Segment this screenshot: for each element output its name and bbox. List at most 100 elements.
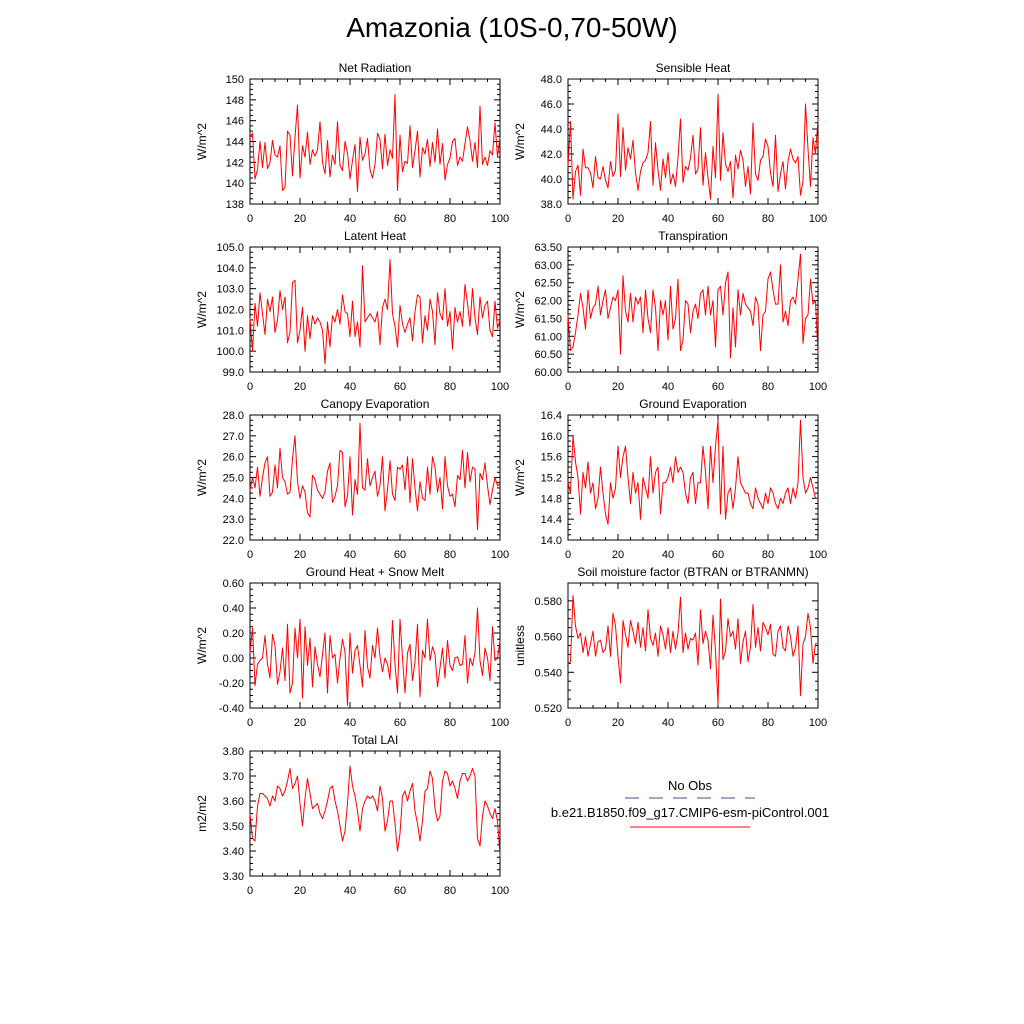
y-tick-label: 0.520 (534, 703, 562, 715)
y-tick-label: 105.0 (216, 242, 244, 254)
series-line-1 (567, 595, 818, 705)
y-tick-label: 103.0 (216, 284, 244, 296)
y-tick-label: 3.60 (223, 796, 244, 808)
y-tick-label: 28.0 (223, 410, 244, 422)
y-tick-label: 142 (226, 157, 244, 169)
y-tick-label: 24.0 (223, 493, 244, 505)
x-tick-label: 40 (662, 717, 674, 729)
legend-obs-swatch (625, 797, 755, 799)
x-tick-label: 40 (344, 885, 356, 897)
panel-frame (249, 750, 501, 877)
x-tick-label: 20 (294, 381, 306, 393)
panel-title: Canopy Evaporation (321, 397, 430, 411)
y-tick-label: 148 (226, 95, 244, 107)
y-tick-label: 0.20 (223, 628, 244, 640)
panel-1: Net Radiation W/m^2 0 20 40 60 80 100 138 140 142 1… (195, 61, 509, 225)
y-axis-label: W/m^2 (195, 459, 209, 496)
y-tick-label: 27.0 (223, 431, 244, 443)
series-line-1 (249, 259, 501, 365)
x-tick-label: 0 (247, 381, 253, 393)
panel-3: Latent Heat W/m^2 0 20 40 60 80 100 99.0 100.0 101… (195, 229, 509, 393)
y-axis-label: W/m^2 (513, 123, 527, 160)
x-tick-label: 0 (247, 885, 253, 897)
y-axis-label: W/m^2 (513, 291, 527, 328)
panel-title: Sensible Heat (656, 61, 731, 75)
x-tick-label: 20 (294, 717, 306, 729)
y-tick-label: 16.4 (541, 410, 562, 422)
x-tick-label: 40 (344, 717, 356, 729)
y-tick-label: 102.0 (216, 305, 244, 317)
y-tick-label: 0.560 (534, 632, 562, 644)
x-tick-label: 80 (444, 885, 456, 897)
series-line-1 (567, 253, 819, 359)
panel-5: Canopy Evaporation W/m^2 0 20 40 60 80 100 22.0 2… (195, 397, 509, 561)
legend-obs-label: No Obs (667, 778, 713, 793)
legend: No Obs b.e21.B1850.f09_g17.CMIP6-esm-piC… (520, 778, 860, 830)
y-tick-label: 14.4 (541, 514, 562, 526)
x-tick-label: 20 (294, 213, 306, 225)
panel-6: Ground Evaporation W/m^2 0 20 40 60 80 100 14.0 1… (513, 397, 827, 561)
y-tick-label: 3.50 (223, 821, 244, 833)
x-tick-label: 80 (444, 213, 456, 225)
y-tick-label: 16.0 (541, 431, 562, 443)
y-tick-label: 61.00 (534, 331, 562, 343)
y-tick-label: 0.60 (223, 578, 244, 590)
x-tick-label: 60 (394, 549, 406, 561)
x-tick-label: 0 (247, 213, 253, 225)
y-tick-label: -0.20 (219, 678, 244, 690)
x-tick-label: 80 (444, 717, 456, 729)
x-tick-label: 80 (444, 549, 456, 561)
y-tick-label: 140 (226, 178, 244, 190)
y-tick-label: 0.580 (534, 596, 562, 608)
x-tick-label: 100 (809, 717, 827, 729)
y-tick-label: 138 (226, 199, 244, 211)
y-tick-label: 62.00 (534, 296, 562, 308)
series-line-1 (249, 422, 501, 531)
y-tick-label: 22.0 (223, 535, 244, 547)
x-tick-label: 40 (662, 381, 674, 393)
page-title: Amazonia (10S-0,70-50W) (346, 12, 678, 43)
y-tick-label: 26.0 (223, 452, 244, 464)
panel-title: Latent Heat (344, 229, 407, 243)
series-line-1 (567, 93, 819, 200)
panel-title: Transpiration (658, 229, 728, 243)
y-tick-label: 62.50 (534, 278, 562, 290)
y-tick-label: 3.70 (223, 771, 244, 783)
x-tick-label: 60 (712, 213, 724, 225)
y-tick-label: 61.50 (534, 313, 562, 325)
panel-frame (249, 414, 501, 541)
x-tick-label: 60 (712, 717, 724, 729)
x-tick-label: 80 (762, 381, 774, 393)
x-tick-label: 60 (712, 549, 724, 561)
panel-2: Sensible Heat W/m^2 0 20 40 60 80 100 38.0 40.0 42… (513, 61, 827, 225)
y-tick-label: 99.0 (223, 367, 244, 379)
x-tick-label: 20 (612, 717, 624, 729)
y-tick-label: 0.40 (223, 603, 244, 615)
panel-title: Ground Evaporation (639, 397, 746, 411)
y-tick-label: 23.0 (223, 514, 244, 526)
x-tick-label: 20 (294, 549, 306, 561)
x-tick-label: 20 (294, 885, 306, 897)
y-tick-label: 3.30 (223, 871, 244, 883)
x-tick-label: 100 (809, 549, 827, 561)
x-tick-label: 0 (565, 717, 571, 729)
panel-4: Transpiration W/m^2 0 20 40 60 80 100 60.00 60.50… (513, 229, 827, 393)
x-tick-label: 100 (491, 381, 509, 393)
x-tick-label: 20 (612, 549, 624, 561)
x-tick-label: 80 (762, 717, 774, 729)
panel-title: Soil moisture factor (BTRAN or BTRANMN) (577, 565, 808, 579)
x-tick-label: 80 (762, 549, 774, 561)
x-tick-label: 0 (565, 381, 571, 393)
y-tick-label: 146 (226, 116, 244, 128)
panel-frame (249, 246, 501, 373)
y-axis-label: W/m^2 (195, 627, 209, 664)
y-axis-label: unitless (513, 625, 527, 666)
y-axis-label: W/m^2 (513, 459, 527, 496)
panel-9: Total LAI m2/m2 0 20 40 60 80 100 3.30 3.40 3.50 3.… (195, 733, 509, 897)
x-tick-label: 60 (712, 381, 724, 393)
series-line-1 (249, 765, 501, 857)
x-tick-label: 60 (394, 717, 406, 729)
y-tick-label: 60.50 (534, 349, 562, 361)
y-tick-label: 0.540 (534, 667, 562, 679)
series-line-1 (249, 607, 501, 706)
